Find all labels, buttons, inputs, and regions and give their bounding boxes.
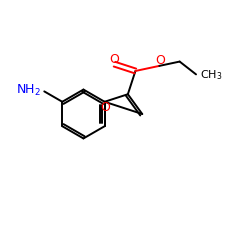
Text: CH$_3$: CH$_3$ — [200, 69, 222, 82]
Text: O: O — [110, 53, 120, 66]
Text: NH$_2$: NH$_2$ — [16, 83, 41, 98]
Text: O: O — [100, 101, 110, 114]
Text: O: O — [155, 54, 165, 67]
